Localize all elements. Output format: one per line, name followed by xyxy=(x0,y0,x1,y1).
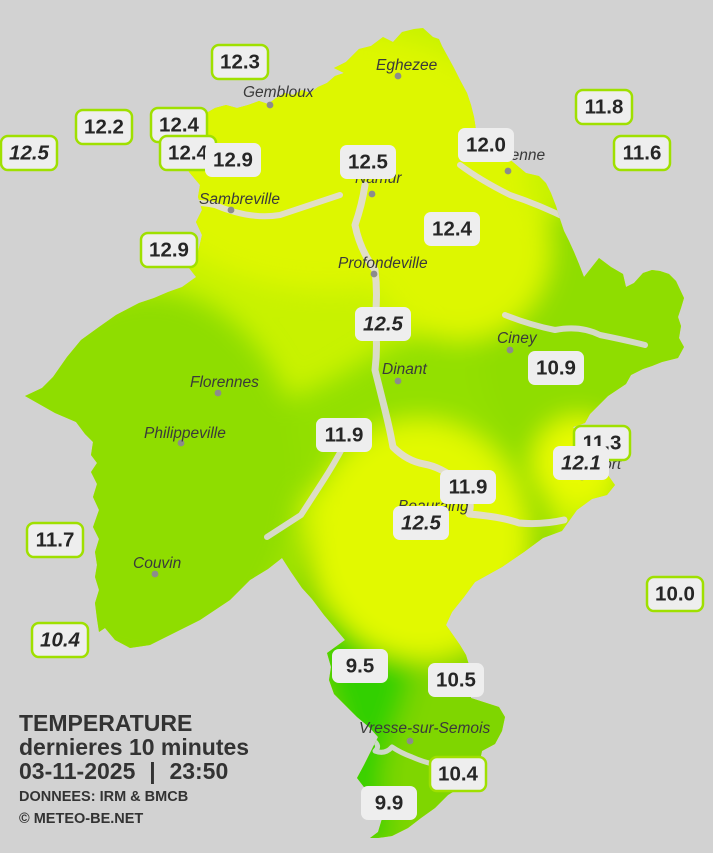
svg-text:10.4: 10.4 xyxy=(40,629,80,652)
svg-text:10.5: 10.5 xyxy=(436,669,476,692)
svg-text:DONNEES: IRM & BMCB: DONNEES: IRM & BMCB xyxy=(19,789,188,805)
svg-text:9.9: 9.9 xyxy=(375,792,404,815)
svg-text:10.4: 10.4 xyxy=(438,763,478,786)
svg-text:10.9: 10.9 xyxy=(536,357,576,380)
svg-text:Philippeville: Philippeville xyxy=(144,425,226,442)
svg-text:Gembloux: Gembloux xyxy=(243,84,315,101)
svg-text:12.5: 12.5 xyxy=(9,142,49,165)
svg-text:Vresse-sur-Semois: Vresse-sur-Semois xyxy=(359,720,490,737)
svg-text:12.5: 12.5 xyxy=(401,512,441,535)
svg-text:12.4: 12.4 xyxy=(168,142,208,165)
svg-text:12.5: 12.5 xyxy=(348,151,388,174)
svg-text:12.0: 12.0 xyxy=(466,134,506,157)
svg-text:03-11-2025 | 23:50: 03-11-2025 | 23:50 xyxy=(19,758,228,784)
svg-text:Florennes: Florennes xyxy=(190,374,259,391)
svg-text:12.3: 12.3 xyxy=(220,51,260,74)
svg-text:12.2: 12.2 xyxy=(84,116,124,139)
svg-text:10.0: 10.0 xyxy=(655,583,695,606)
svg-text:12.1: 12.1 xyxy=(561,452,601,475)
svg-text:Profondeville: Profondeville xyxy=(338,255,428,272)
svg-text:Eghezee: Eghezee xyxy=(376,57,438,74)
svg-text:Couvin: Couvin xyxy=(133,555,181,572)
svg-text:© METEO-BE.NET: © METEO-BE.NET xyxy=(19,811,143,827)
svg-text:12.9: 12.9 xyxy=(149,239,189,262)
svg-text:Dinant: Dinant xyxy=(382,361,427,378)
svg-text:12.4: 12.4 xyxy=(159,114,199,137)
svg-text:dernieres 10 minutes: dernieres 10 minutes xyxy=(19,734,249,760)
svg-text:TEMPERATURE: TEMPERATURE xyxy=(19,710,192,736)
svg-text:11.7: 11.7 xyxy=(36,529,75,552)
svg-text:9.5: 9.5 xyxy=(346,655,375,678)
svg-text:11.6: 11.6 xyxy=(623,142,662,165)
svg-text:12.9: 12.9 xyxy=(213,149,253,172)
svg-text:11.9: 11.9 xyxy=(449,476,488,499)
svg-text:12.5: 12.5 xyxy=(363,313,403,336)
svg-text:Sambreville: Sambreville xyxy=(199,191,280,208)
svg-text:11.9: 11.9 xyxy=(325,424,364,447)
svg-text:Ciney: Ciney xyxy=(497,330,538,347)
svg-text:11.8: 11.8 xyxy=(585,96,624,119)
svg-text:12.4: 12.4 xyxy=(432,218,472,241)
